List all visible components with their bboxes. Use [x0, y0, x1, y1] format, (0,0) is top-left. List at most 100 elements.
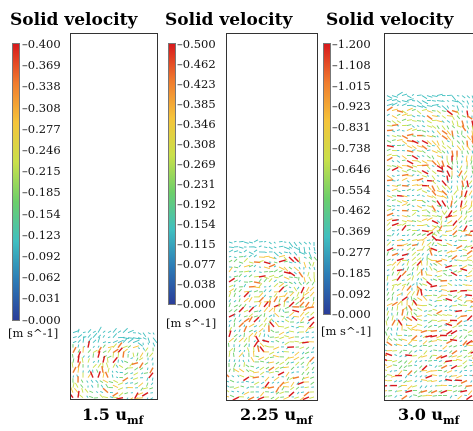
velocity-vector — [447, 282, 453, 286]
velocity-vector — [278, 259, 286, 263]
velocity-vector — [414, 350, 418, 353]
velocity-vector — [130, 357, 134, 360]
velocity-vector — [248, 264, 254, 268]
velocity-vector — [107, 367, 110, 373]
velocity-vector — [258, 245, 262, 248]
velocity-vector — [396, 271, 401, 276]
velocity-vector — [72, 354, 74, 358]
velocity-vector — [392, 364, 398, 367]
colorbar-tick-label: –0.215 — [22, 164, 61, 179]
velocity-vector — [441, 155, 444, 159]
velocity-vector — [385, 343, 388, 346]
velocity-vector — [426, 114, 433, 120]
velocity-vector — [291, 325, 295, 328]
velocity-vector — [274, 366, 280, 370]
velocity-vector — [97, 363, 102, 368]
velocity-vector — [422, 295, 428, 301]
velocity-vector — [406, 224, 411, 227]
velocity-vector — [446, 130, 452, 136]
velocity-vector — [431, 125, 437, 129]
colorbar-tick-label: –0.400 — [22, 37, 61, 51]
velocity-vector — [136, 352, 139, 357]
velocity-vector — [303, 391, 310, 397]
velocity-vector — [273, 241, 276, 244]
velocity-vector — [447, 320, 453, 325]
velocity-vector — [416, 115, 421, 117]
velocity-vector — [391, 123, 399, 127]
velocity-vector — [470, 300, 473, 303]
velocity-vector — [142, 332, 147, 338]
velocity-vector — [454, 284, 458, 286]
velocity-vector — [448, 305, 453, 308]
velocity-vector — [122, 377, 129, 382]
velocity-vector — [238, 349, 242, 353]
velocity-vector — [411, 170, 417, 172]
velocity-vector — [398, 360, 403, 364]
velocity-vector — [310, 311, 315, 316]
velocity-vector — [391, 291, 395, 296]
velocity-vector — [298, 251, 305, 255]
velocity-vector — [243, 349, 246, 353]
velocity-vector — [95, 379, 99, 383]
velocity-vector — [411, 261, 417, 266]
velocity-vector — [429, 265, 433, 271]
velocity-vector — [411, 205, 415, 208]
velocity-vector — [268, 366, 275, 372]
velocity-vector — [441, 150, 446, 154]
velocity-vector — [112, 356, 118, 364]
velocity-vector — [391, 99, 397, 101]
velocity-vector — [137, 347, 141, 350]
velocity-vector — [399, 350, 403, 354]
velocity-vector — [71, 393, 74, 399]
velocity-vector — [259, 346, 265, 353]
velocity-vector — [463, 170, 468, 175]
velocity-vector — [467, 264, 473, 267]
velocity-vector — [406, 119, 412, 122]
velocity-vector — [86, 380, 89, 383]
velocity-vector — [295, 361, 300, 366]
velocity-vector — [471, 145, 473, 148]
velocity-vector — [436, 200, 442, 207]
velocity-vector — [268, 318, 273, 323]
velocity-vector — [100, 384, 104, 388]
velocity-vector — [238, 368, 245, 373]
velocity-vector — [390, 333, 393, 336]
velocity-vector — [424, 375, 428, 377]
velocity-vector — [396, 320, 400, 326]
velocity-vector — [458, 170, 463, 177]
velocity-vector — [467, 210, 473, 213]
velocity-vector — [430, 278, 433, 281]
velocity-vector — [465, 344, 473, 347]
velocity-vector — [448, 355, 453, 358]
velocity-vector — [263, 317, 268, 323]
velocity-vector — [77, 366, 80, 373]
velocity-vector — [421, 223, 428, 226]
velocity-vector — [457, 298, 463, 301]
velocity-vector — [306, 286, 310, 293]
velocity-vector — [293, 246, 300, 251]
velocity-vector — [283, 251, 288, 254]
velocity-vector — [401, 144, 405, 146]
velocity-vector — [411, 267, 415, 271]
velocity-vector — [449, 350, 453, 354]
velocity-vector — [253, 316, 260, 323]
velocity-vector — [233, 284, 236, 288]
panel-1-velocity-label: 1.5 umf — [82, 405, 143, 427]
velocity-vector — [396, 229, 400, 231]
velocity-vector — [416, 229, 421, 231]
velocity-vector — [107, 348, 112, 353]
velocity-vector — [407, 335, 413, 337]
velocity-vector — [278, 245, 284, 248]
velocity-vector — [102, 355, 106, 363]
velocity-vector — [411, 128, 418, 131]
velocity-vector — [406, 234, 410, 236]
velocity-vector — [258, 309, 262, 313]
velocity-vector — [456, 165, 459, 169]
velocity-vector — [410, 339, 418, 342]
velocity-vector — [416, 233, 422, 236]
velocity-vector — [456, 170, 460, 174]
velocity-vector — [130, 377, 134, 379]
velocity-vector — [398, 338, 403, 341]
velocity-vector — [456, 244, 463, 250]
velocity-vector — [309, 356, 315, 363]
